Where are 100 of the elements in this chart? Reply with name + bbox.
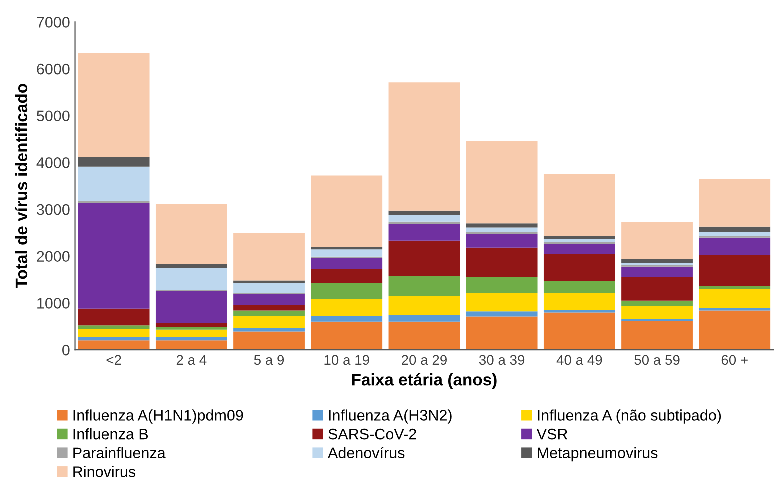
- bar: [311, 269, 383, 284]
- bar: [622, 277, 693, 301]
- bar: [466, 312, 538, 317]
- legend-label: Metapneumovirus: [538, 447, 658, 462]
- y-tick-label: 6000: [37, 64, 70, 75]
- bar: [234, 316, 305, 328]
- bar: [388, 276, 460, 296]
- bar: [388, 222, 460, 225]
- bar: [466, 228, 538, 232]
- y-tick-label: 2000: [37, 251, 70, 262]
- y-tick-label: 3000: [37, 204, 70, 216]
- bar: [311, 250, 383, 257]
- bar: [699, 310, 771, 350]
- bar: [388, 215, 460, 222]
- bar: [156, 291, 228, 324]
- x-tick-label: 50 a 59: [634, 355, 680, 366]
- bar: [388, 296, 460, 316]
- bar: [699, 232, 771, 236]
- bar: [466, 248, 538, 277]
- x-tick-label: 5 a 9: [254, 355, 284, 366]
- bar: [699, 286, 771, 290]
- bar: [311, 258, 383, 270]
- bar: [234, 283, 305, 294]
- bar: [466, 234, 538, 248]
- legend-label: Adenovírus: [328, 447, 405, 459]
- bar: [699, 179, 771, 227]
- bar: [544, 281, 616, 294]
- bar: [544, 174, 616, 236]
- bar: [622, 259, 693, 264]
- x-axis-title: Faixa etária (anos): [352, 373, 497, 390]
- bar: [622, 222, 693, 260]
- bar: [234, 305, 305, 311]
- bar: [544, 310, 616, 313]
- bar: [78, 203, 150, 309]
- x-tick-label: 40 a 49: [556, 355, 602, 366]
- bar: [544, 312, 616, 350]
- bar: [311, 299, 383, 316]
- bar: [78, 340, 150, 350]
- bar: [311, 316, 383, 322]
- bar: [78, 53, 150, 158]
- bar: [544, 236, 616, 240]
- bar: [156, 340, 228, 350]
- x-tick-label: <2: [106, 355, 122, 365]
- bar: [466, 276, 538, 294]
- bar: [622, 300, 693, 306]
- bar: [156, 323, 228, 328]
- bar: [78, 337, 150, 341]
- bar: [78, 326, 150, 330]
- bar: [311, 322, 383, 350]
- bar: [78, 308, 150, 326]
- bar: [234, 332, 305, 350]
- legend-label: Influenza A(H3N2): [329, 410, 452, 424]
- bar: [234, 310, 305, 316]
- bar: [466, 224, 538, 228]
- bar: [234, 280, 305, 284]
- bar: [622, 266, 693, 278]
- bar: [234, 294, 305, 306]
- bar: [544, 293, 616, 310]
- x-tick-label: 60 +: [722, 355, 748, 366]
- bar: [311, 284, 383, 300]
- bar: [466, 316, 538, 350]
- bar: [311, 246, 383, 250]
- legend-label: Influenza A (não subtipado): [538, 410, 722, 424]
- bar: [234, 233, 305, 281]
- bar: [699, 238, 771, 256]
- bar: [699, 289, 771, 308]
- legend-label: Influenza B: [74, 428, 148, 440]
- bar: [156, 264, 228, 269]
- bar: [388, 82, 460, 211]
- bar: [544, 244, 616, 254]
- bar: [78, 166, 150, 202]
- bar: [699, 255, 771, 286]
- bar: [78, 158, 150, 167]
- bar: [156, 330, 228, 338]
- y-tick-label: 4000: [36, 158, 70, 168]
- legend-label: VSR: [536, 428, 568, 440]
- bar: [388, 322, 460, 350]
- bar: [388, 210, 460, 216]
- bar: [78, 329, 150, 338]
- bar: [622, 321, 693, 350]
- bar: [156, 268, 228, 290]
- bar: [466, 293, 538, 312]
- x-tick-label: 10 a 19: [324, 355, 370, 366]
- legend-label: Parainfluenza: [74, 447, 166, 459]
- bar: [234, 328, 305, 332]
- y-tick-label: 1000: [38, 298, 70, 309]
- bar: [388, 315, 460, 322]
- x-tick-label: 2 a 4: [176, 355, 207, 366]
- bar: [622, 306, 693, 320]
- bar: [311, 176, 383, 247]
- x-tick-label: 20 a 29: [402, 355, 447, 366]
- bar: [466, 141, 538, 224]
- bar: [388, 240, 460, 276]
- x-tick-label: 30 a 39: [479, 355, 525, 366]
- bar: [388, 224, 460, 241]
- legend-label: Influenza A(H1N1)pdm09: [74, 410, 244, 424]
- bar: [544, 254, 616, 282]
- y-axis-title: Total de vírus identificado: [15, 84, 28, 289]
- legend-label: SARS-CoV-2: [328, 428, 416, 440]
- bar: [156, 337, 228, 341]
